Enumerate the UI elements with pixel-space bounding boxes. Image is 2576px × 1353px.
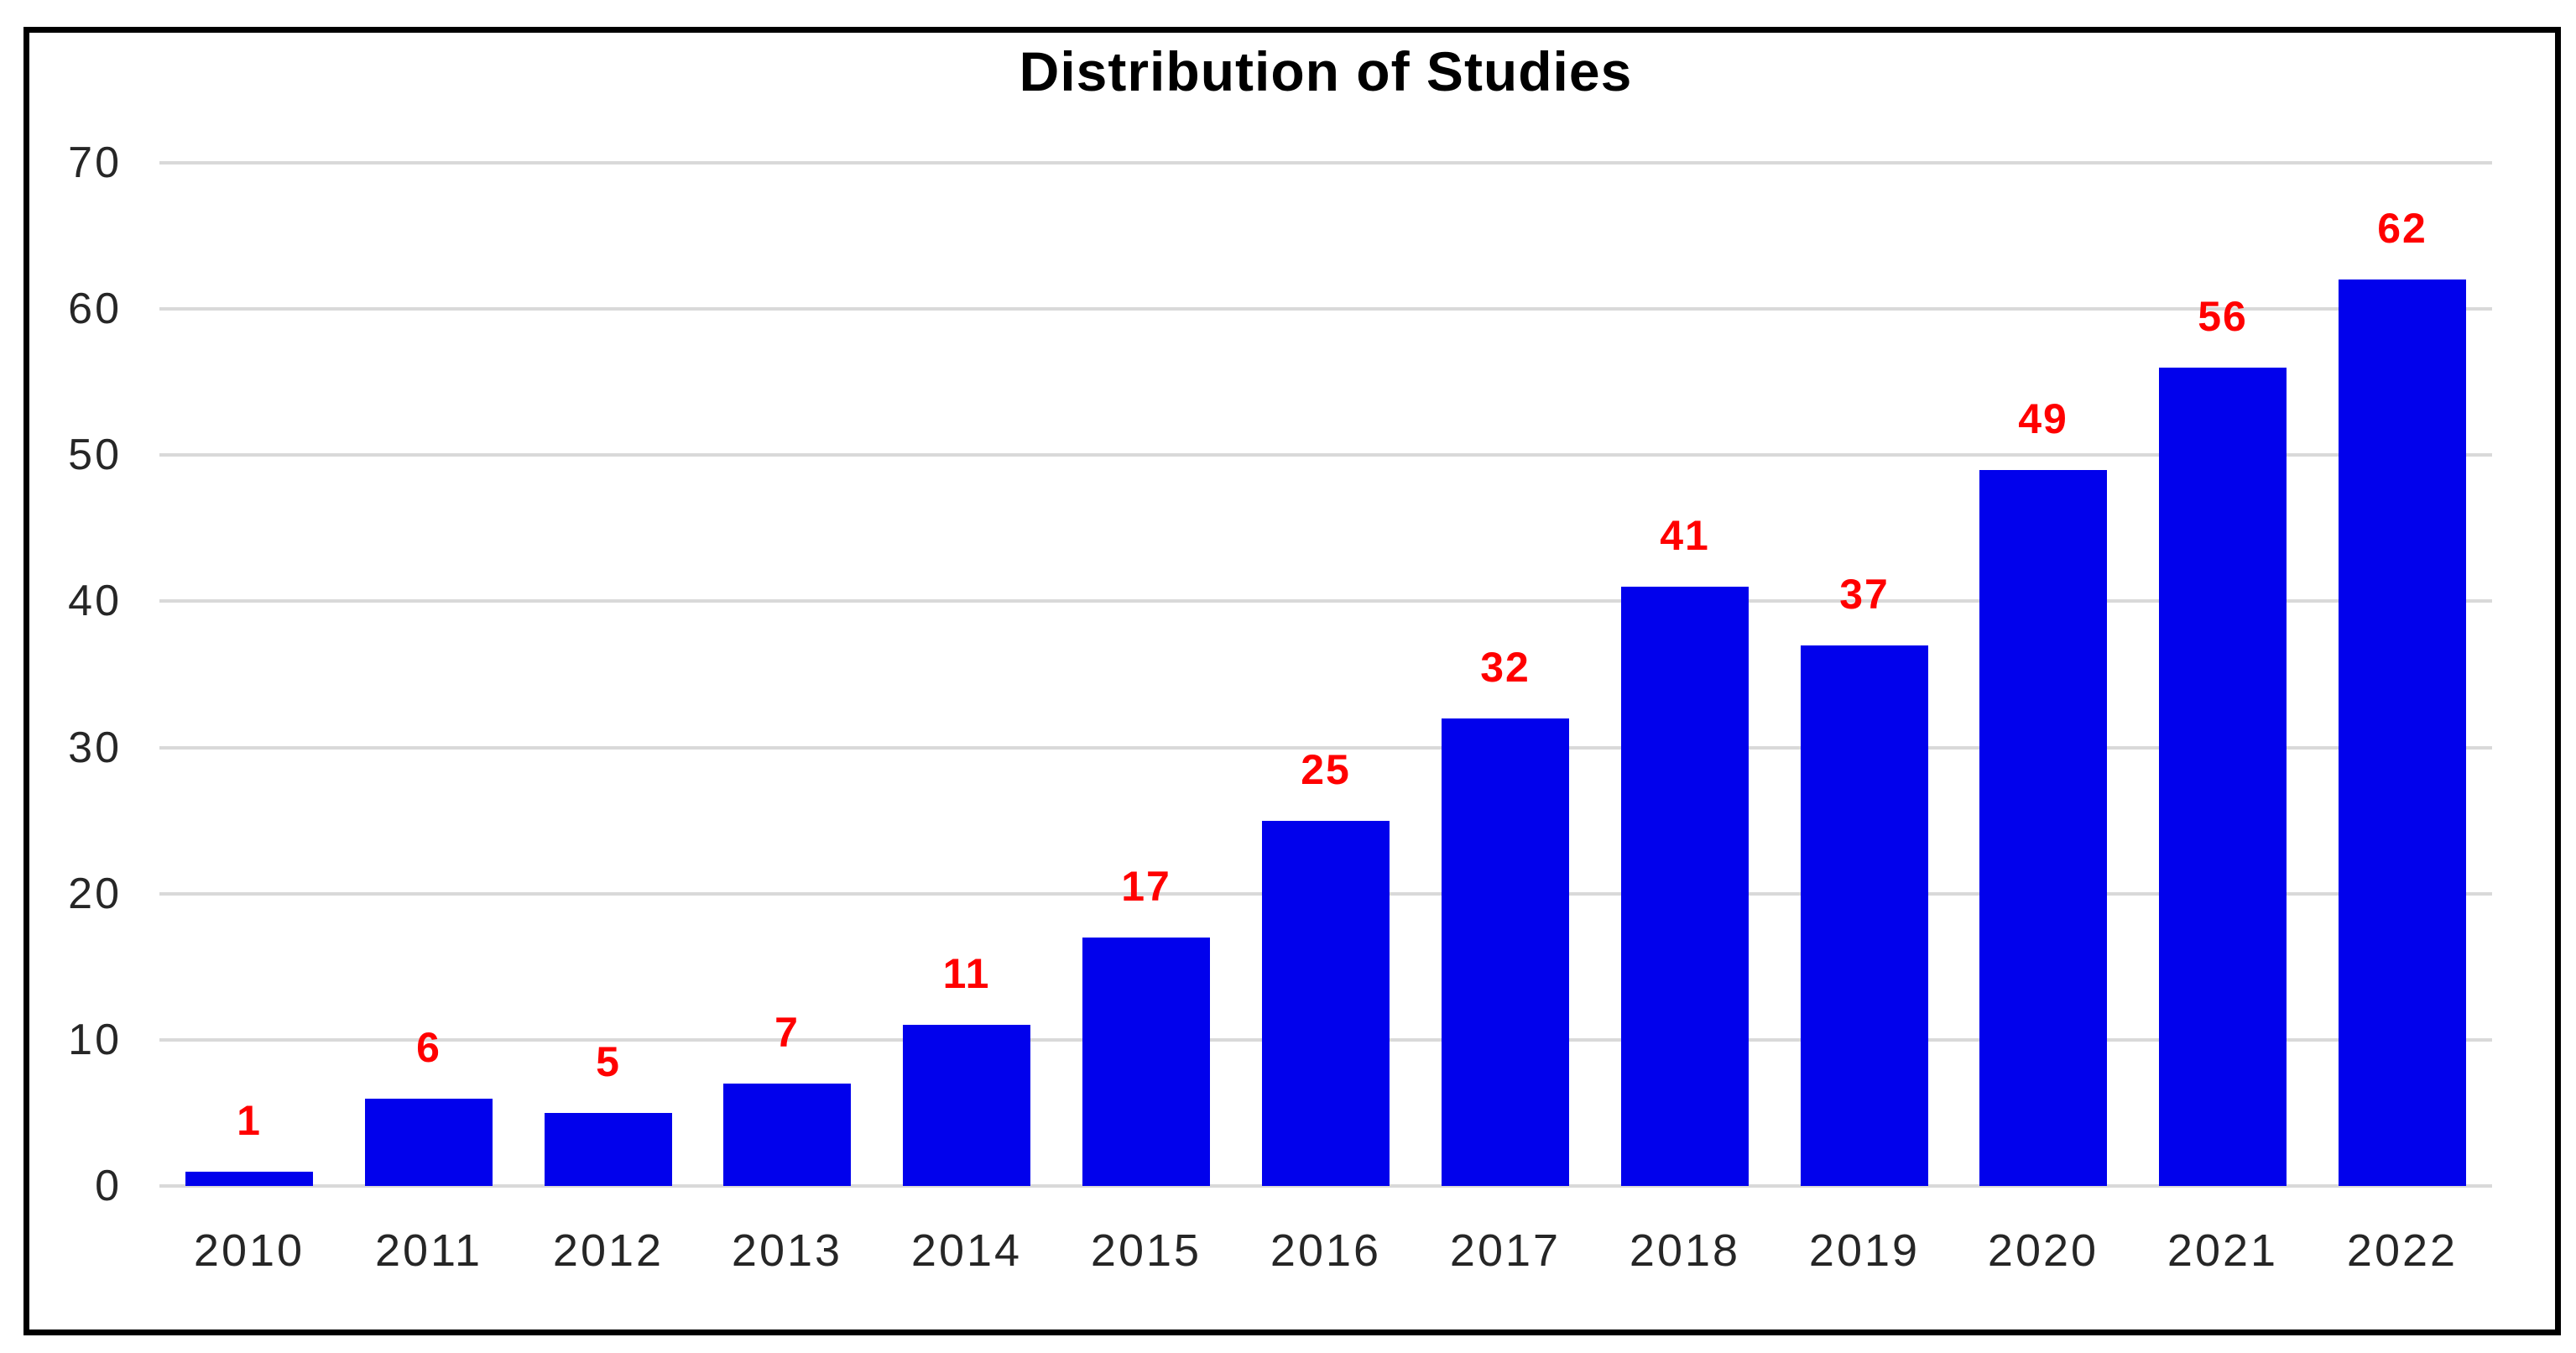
x-tick-label: 2017 <box>1449 1225 1562 1276</box>
gridline-y50 <box>159 453 2492 457</box>
bar-2015 <box>1082 938 1210 1186</box>
bar-2019 <box>1801 645 1928 1186</box>
gridline-y40 <box>159 599 2492 603</box>
bar-value-label: 32 <box>1480 644 1530 691</box>
bar-value-label: 17 <box>1121 863 1171 910</box>
x-tick-label: 2013 <box>731 1225 843 1276</box>
x-tick-label: 2019 <box>1808 1225 1921 1276</box>
bar-2020 <box>1979 470 2107 1186</box>
bar-value-label: 6 <box>416 1024 441 1071</box>
bar-value-label: 41 <box>1660 512 1710 559</box>
gridline-y60 <box>159 307 2492 311</box>
y-tick-label: 40 <box>68 577 122 626</box>
bar-value-label: 1 <box>237 1097 262 1144</box>
y-tick-label: 70 <box>68 138 122 187</box>
bar-2011 <box>365 1099 493 1186</box>
bar-2012 <box>545 1113 672 1186</box>
bar-2021 <box>2159 368 2287 1186</box>
x-tick-label: 2021 <box>2167 1225 2279 1276</box>
bar-value-label: 62 <box>2377 205 2427 252</box>
bar-value-label: 5 <box>596 1038 621 1085</box>
y-tick-label: 0 <box>95 1162 122 1210</box>
gridline-y30 <box>159 745 2492 750</box>
bar-value-label: 56 <box>2198 293 2248 340</box>
bar-2016 <box>1262 821 1390 1186</box>
x-tick-label: 2018 <box>1629 1225 1741 1276</box>
bar-value-label: 7 <box>774 1009 800 1056</box>
x-tick-label: 2015 <box>1090 1225 1202 1276</box>
y-tick-label: 30 <box>68 723 122 772</box>
bar-value-label: 11 <box>942 950 991 997</box>
bar-value-label: 37 <box>1839 571 1890 618</box>
gridline-y0 <box>159 1184 2492 1188</box>
y-tick-label: 50 <box>68 431 122 480</box>
gridline-y70 <box>159 161 2492 165</box>
x-tick-label: 2016 <box>1270 1225 1382 1276</box>
bar-value-label: 25 <box>1301 746 1351 793</box>
bar-2022 <box>2339 279 2466 1186</box>
bar-2014 <box>903 1025 1030 1186</box>
bar-2013 <box>723 1084 851 1186</box>
bar-2017 <box>1442 718 1569 1186</box>
x-tick-label: 2014 <box>910 1225 1023 1276</box>
bar-value-label: 49 <box>2018 395 2068 442</box>
bar-2010 <box>185 1172 313 1186</box>
x-tick-label: 2010 <box>193 1225 305 1276</box>
chart-border-frame <box>23 27 2561 1335</box>
chart-title: Distribution of Studies <box>1019 40 1633 102</box>
y-tick-label: 60 <box>68 285 122 334</box>
x-tick-label: 2022 <box>2346 1225 2459 1276</box>
y-tick-label: 20 <box>68 869 122 918</box>
x-tick-label: 2011 <box>374 1225 483 1276</box>
x-tick-label: 2020 <box>1987 1225 2099 1276</box>
y-tick-label: 10 <box>68 1015 122 1064</box>
bar-2018 <box>1621 587 1749 1186</box>
x-tick-label: 2012 <box>552 1225 665 1276</box>
